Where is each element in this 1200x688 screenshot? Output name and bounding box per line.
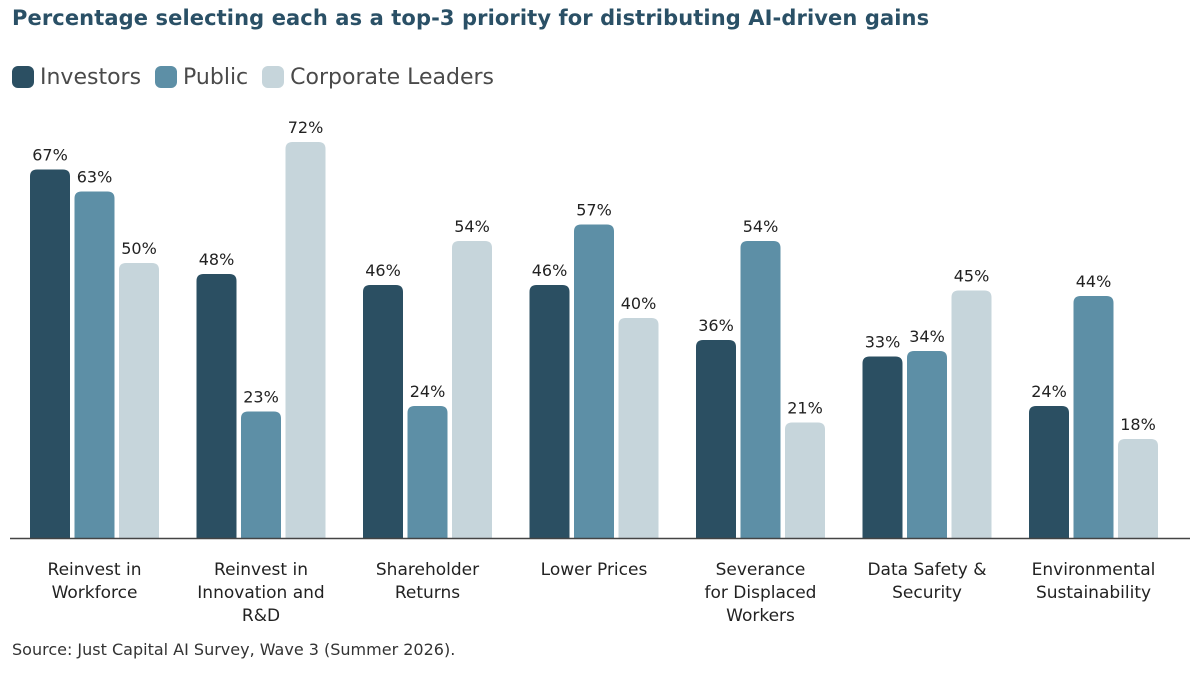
bar-corporate-leaders-shareholder-returns xyxy=(452,241,492,538)
legend-label-investors: Investors xyxy=(40,64,142,90)
bar-corporate-leaders-reinvest-in-innovation-and-r-d xyxy=(285,142,326,538)
legend-swatch-public xyxy=(155,66,178,88)
bar-investors-environmental-sustainability xyxy=(1029,406,1069,538)
data-label-public-reinvest-in-workforce: 63% xyxy=(77,168,113,187)
bar-corporate-leaders-lower-prices xyxy=(618,318,659,538)
bar-public-data-safety-security xyxy=(907,351,947,538)
bar-investors-data-safety-security xyxy=(862,356,903,538)
bar-public-severance-for-displaced-workers xyxy=(740,241,781,538)
legend-item-corporate-leaders: Corporate Leaders xyxy=(262,65,494,90)
legend-item-investors: Investors xyxy=(12,65,141,90)
data-label-corporate-leaders-reinvest-in-workforce: 50% xyxy=(121,239,157,258)
category-label-severance-for-displaced-workers: Severance for Displaced Workers xyxy=(705,560,817,626)
source-note: Source: Just Capital AI Survey, Wave 3 (… xyxy=(12,640,456,659)
bar-corporate-leaders-data-safety-security xyxy=(951,290,992,538)
chart-legend: Investors Public Corporate Leaders xyxy=(12,62,508,92)
data-label-public-shareholder-returns: 24% xyxy=(410,382,446,401)
data-label-investors-severance-for-displaced-workers: 36% xyxy=(698,316,734,335)
category-label-reinvest-in-workforce: Reinvest in Workforce xyxy=(48,560,142,603)
data-label-investors-environmental-sustainability: 24% xyxy=(1031,382,1067,401)
data-label-investors-data-safety-security: 33% xyxy=(865,333,901,352)
bar-public-shareholder-returns xyxy=(407,406,448,538)
category-label-environmental-sustainability: Environmental Sustainability xyxy=(1032,560,1156,603)
data-label-corporate-leaders-reinvest-in-innovation-and-r-d: 72% xyxy=(288,118,324,137)
legend-label-corporate-leaders: Corporate Leaders xyxy=(290,64,495,90)
bar-public-reinvest-in-workforce xyxy=(74,191,115,538)
chart-title: Percentage selecting each as a top-3 pri… xyxy=(12,6,930,30)
data-label-investors-reinvest-in-workforce: 67% xyxy=(32,146,68,165)
bar-investors-severance-for-displaced-workers xyxy=(696,340,736,538)
data-label-corporate-leaders-lower-prices: 40% xyxy=(621,294,657,313)
category-label-data-safety-security: Data Safety & Security xyxy=(867,560,986,603)
bar-public-lower-prices xyxy=(574,224,614,538)
data-label-corporate-leaders-shareholder-returns: 54% xyxy=(454,217,490,236)
category-label-reinvest-in-innovation-and-r-d: Reinvest in Innovation and R&D xyxy=(197,560,324,626)
legend-swatch-corporate-leaders xyxy=(262,66,285,88)
data-label-corporate-leaders-environmental-sustainability: 18% xyxy=(1120,415,1156,434)
legend-label-public: Public xyxy=(183,64,249,90)
bar-public-reinvest-in-innovation-and-r-d xyxy=(241,411,281,538)
bar-corporate-leaders-reinvest-in-workforce xyxy=(119,263,159,538)
bar-investors-lower-prices xyxy=(529,285,570,538)
data-label-public-data-safety-security: 34% xyxy=(909,327,945,346)
bar-public-environmental-sustainability xyxy=(1073,296,1114,538)
bar-investors-reinvest-in-workforce xyxy=(30,169,70,538)
data-label-corporate-leaders-data-safety-security: 45% xyxy=(954,267,990,286)
legend-item-public: Public xyxy=(155,65,248,90)
data-label-investors-lower-prices: 46% xyxy=(532,261,568,280)
data-label-public-environmental-sustainability: 44% xyxy=(1076,272,1112,291)
data-label-public-reinvest-in-innovation-and-r-d: 23% xyxy=(243,388,279,407)
category-label-lower-prices: Lower Prices xyxy=(541,560,648,580)
data-label-investors-reinvest-in-innovation-and-r-d: 48% xyxy=(199,250,235,269)
bar-corporate-leaders-severance-for-displaced-workers xyxy=(785,422,825,538)
data-label-investors-shareholder-returns: 46% xyxy=(365,261,401,280)
bar-investors-shareholder-returns xyxy=(363,285,403,538)
bar-corporate-leaders-environmental-sustainability xyxy=(1118,439,1158,538)
bar-investors-reinvest-in-innovation-and-r-d xyxy=(196,274,237,538)
category-label-shareholder-returns: Shareholder Returns xyxy=(376,560,479,603)
data-label-corporate-leaders-severance-for-displaced-workers: 21% xyxy=(787,399,823,418)
data-label-public-lower-prices: 57% xyxy=(576,201,612,220)
legend-swatch-investors xyxy=(12,66,34,88)
data-label-public-severance-for-displaced-workers: 54% xyxy=(743,217,779,236)
